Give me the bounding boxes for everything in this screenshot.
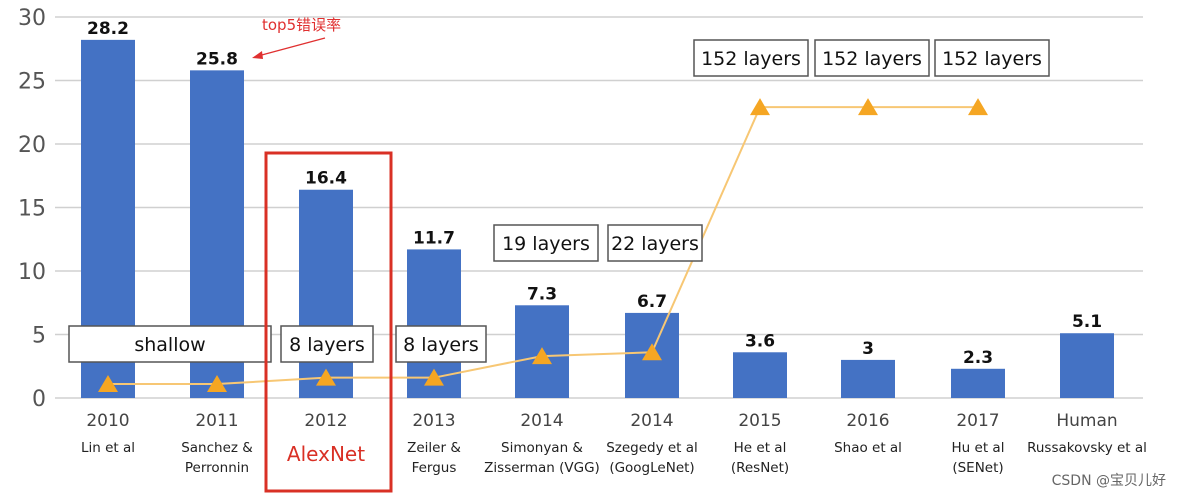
- x-tick-year: 2013: [412, 411, 455, 431]
- x-tick-name: Simonyan &: [501, 440, 583, 456]
- y-tick-label: 25: [18, 70, 46, 95]
- value-label: 2.3: [963, 348, 993, 368]
- x-tick-name: (GoogLeNet): [609, 460, 694, 476]
- annotation-text: top5错误率: [262, 16, 341, 34]
- depth-label-box: [934, 39, 1050, 77]
- y-tick-label: 0: [32, 387, 46, 412]
- bar: [1060, 333, 1114, 398]
- value-label: 7.3: [527, 284, 557, 304]
- y-tick-label: 30: [18, 6, 46, 31]
- x-tick-year: Human: [1056, 411, 1117, 431]
- depth-label-box: [814, 39, 930, 77]
- depth-marker: [98, 375, 118, 393]
- depth-label-box: [280, 325, 374, 363]
- x-tick-name: Sanchez &: [181, 440, 253, 456]
- depth-label-text: 22 layers: [611, 233, 699, 255]
- y-tick-label: 10: [18, 260, 46, 285]
- highlight-box: [264, 151, 393, 493]
- y-tick-label: 5: [32, 324, 46, 349]
- x-tick-name: Hu et al: [952, 440, 1005, 456]
- x-tick-year: 2014: [630, 411, 673, 431]
- watermark: CSDN @宝贝儿好: [1052, 473, 1166, 489]
- alexnet-highlight: [264, 151, 393, 493]
- x-tick-name: AlexNet: [287, 442, 365, 466]
- depth-marker: [968, 98, 988, 116]
- annotation-arrow-line: [257, 37, 326, 57]
- x-tick-name: Fergus: [412, 460, 457, 476]
- value-label: 6.7: [637, 292, 667, 312]
- y-axis-ticks: 0 5 10 15 20 25 30: [18, 6, 46, 412]
- y-tick-label: 20: [18, 133, 46, 158]
- depth-series: [98, 98, 988, 393]
- x-tick-year: 2010: [86, 411, 129, 431]
- value-label: 3: [862, 339, 874, 359]
- x-tick-name: Zisserman (VGG): [484, 460, 600, 476]
- value-labels: 28.2 25.8 16.4 11.7 7.3 6.7 3.6 3 2.3 5.1: [87, 19, 1102, 368]
- bar: [733, 352, 787, 398]
- depth-label-text: 152 layers: [822, 48, 922, 70]
- bar: [841, 359, 895, 398]
- x-tick-name: (ResNet): [731, 460, 789, 476]
- x-tick-name: Perronnin: [185, 460, 249, 476]
- depth-label-text: 19 layers: [502, 233, 590, 255]
- depth-label-box: [68, 325, 272, 363]
- y-tick-label: 15: [18, 197, 46, 222]
- depth-label-text: 152 layers: [701, 48, 801, 70]
- depth-marker: [532, 347, 552, 365]
- x-tick-name: Szegedy et al: [606, 440, 698, 456]
- x-tick-year: 2016: [846, 411, 889, 431]
- x-tick-name: Shao et al: [834, 440, 902, 456]
- x-tick-year: 2017: [956, 411, 999, 431]
- x-tick-name: Lin et al: [81, 440, 135, 456]
- depth-label-text: 152 layers: [942, 48, 1042, 70]
- depth-label-box: [493, 224, 599, 262]
- depth-label-text: 8 layers: [403, 334, 479, 356]
- depth-marker: [424, 368, 444, 386]
- x-tick-year: 2014: [520, 411, 563, 431]
- depth-label-box: [395, 325, 487, 363]
- depth-label-text: shallow: [134, 334, 205, 356]
- x-axis-labels: 2010 Lin et al 2011 Sanchez & Perronnin 2012 A…: [81, 411, 1147, 476]
- depth-label-box: [607, 224, 703, 262]
- x-tick-name: (SENet): [952, 460, 1003, 476]
- x-tick-year: 2012: [304, 411, 347, 431]
- depth-label-box: [693, 39, 809, 77]
- x-tick-year: 2015: [738, 411, 781, 431]
- x-tick-name: Russakovsky et al: [1027, 440, 1147, 456]
- depth-marker: [316, 368, 336, 386]
- depth-marker: [207, 375, 227, 393]
- value-label: 16.4: [305, 169, 347, 189]
- bar: [299, 189, 353, 398]
- value-label: 5.1: [1072, 312, 1102, 332]
- x-tick-name: Zeiler &: [407, 440, 461, 456]
- bar: [951, 368, 1005, 398]
- depth-label-text: 8 layers: [289, 334, 365, 356]
- depth-marker: [858, 98, 878, 116]
- value-label: 25.8: [196, 49, 238, 69]
- annotation-arrowhead: [252, 51, 263, 59]
- value-label: 11.7: [413, 228, 455, 248]
- value-label: 3.6: [745, 331, 775, 351]
- x-tick-year: 2011: [195, 411, 238, 431]
- depth-marker: [642, 343, 662, 361]
- depth-marker: [750, 98, 770, 116]
- annotation: top5错误率: [252, 16, 341, 59]
- depth-labels: shallow 8 layers 8 layers 19 layers 22 layer…: [68, 39, 1050, 363]
- value-label: 28.2: [87, 19, 129, 39]
- x-tick-name: He et al: [734, 440, 787, 456]
